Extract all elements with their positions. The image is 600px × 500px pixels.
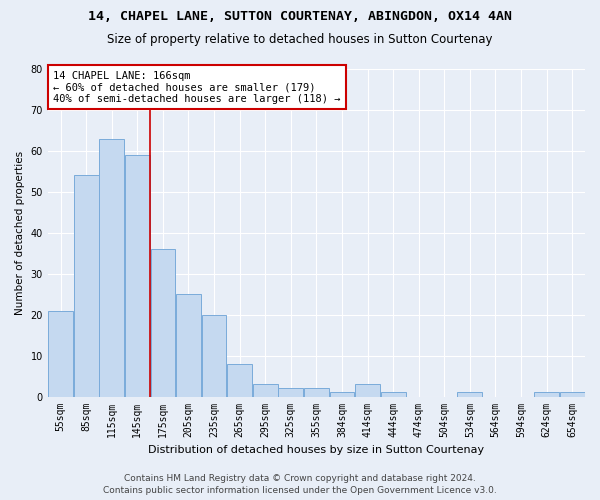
Bar <box>48 310 73 396</box>
Text: 14, CHAPEL LANE, SUTTON COURTENAY, ABINGDON, OX14 4AN: 14, CHAPEL LANE, SUTTON COURTENAY, ABING… <box>88 10 512 23</box>
Bar <box>329 392 355 396</box>
Bar <box>457 392 482 396</box>
Bar <box>560 392 584 396</box>
Bar <box>381 392 406 396</box>
Bar <box>253 384 278 396</box>
Bar <box>534 392 559 396</box>
Y-axis label: Number of detached properties: Number of detached properties <box>15 150 25 315</box>
Bar <box>125 155 150 396</box>
Bar <box>100 138 124 396</box>
Bar <box>304 388 329 396</box>
X-axis label: Distribution of detached houses by size in Sutton Courtenay: Distribution of detached houses by size … <box>148 445 484 455</box>
Bar <box>176 294 201 396</box>
Bar <box>202 314 226 396</box>
Text: Contains HM Land Registry data © Crown copyright and database right 2024.
Contai: Contains HM Land Registry data © Crown c… <box>103 474 497 495</box>
Text: 14 CHAPEL LANE: 166sqm
← 60% of detached houses are smaller (179)
40% of semi-de: 14 CHAPEL LANE: 166sqm ← 60% of detached… <box>53 70 341 104</box>
Bar <box>355 384 380 396</box>
Bar <box>151 249 175 396</box>
Bar <box>227 364 252 396</box>
Bar <box>74 176 98 396</box>
Bar <box>278 388 303 396</box>
Text: Size of property relative to detached houses in Sutton Courtenay: Size of property relative to detached ho… <box>107 32 493 46</box>
